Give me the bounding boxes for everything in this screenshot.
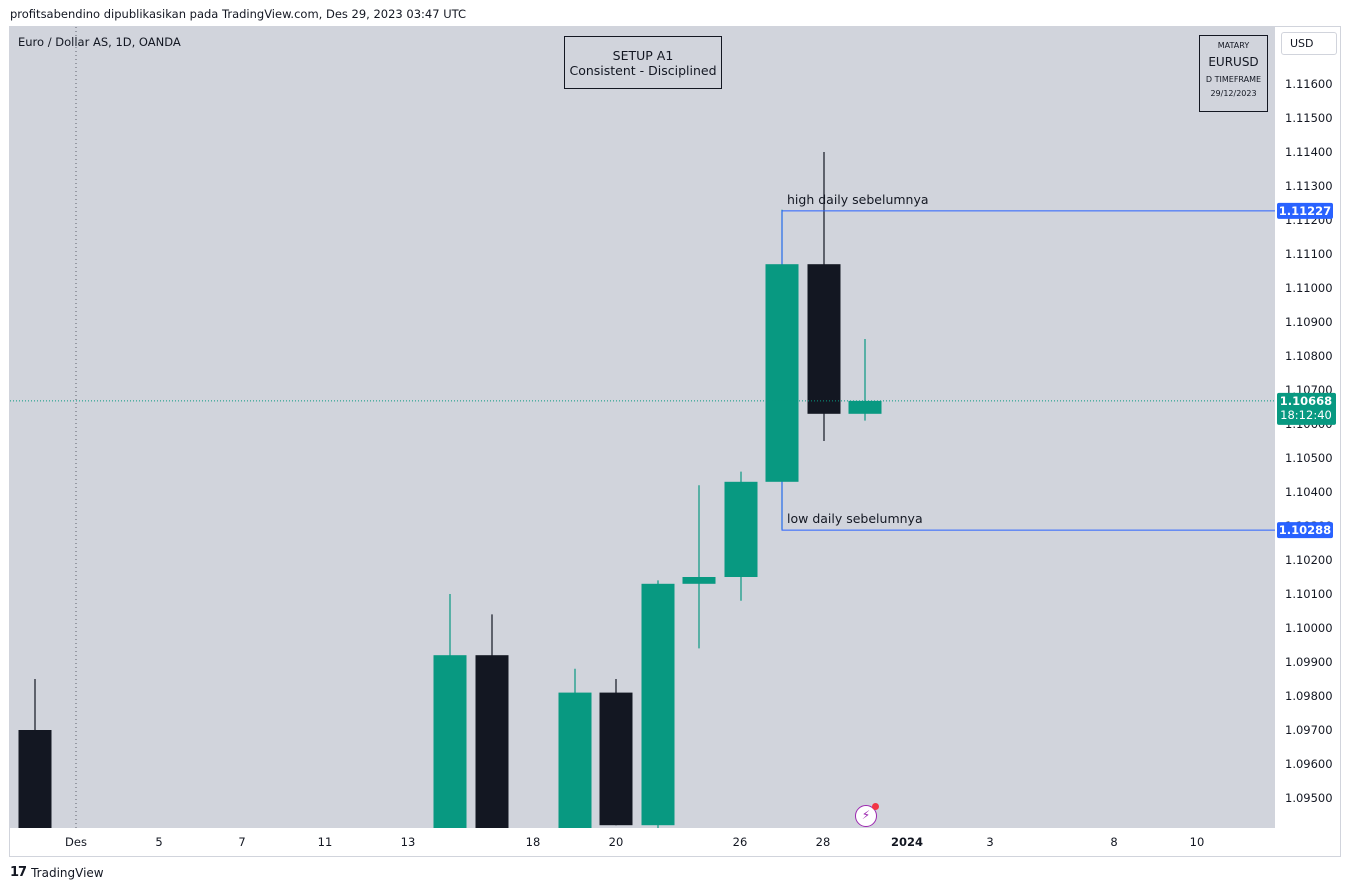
low-price-tag: [1277, 522, 1333, 539]
candle-body: [433, 655, 467, 828]
x-tick-label: 8: [1110, 835, 1117, 849]
x-tick-label: 20: [609, 835, 624, 849]
candle-body: [641, 583, 675, 826]
matary-symbol: EURUSD: [1208, 55, 1259, 69]
bar-countdown: 18:12:40: [1280, 408, 1332, 422]
y-tick-label: 1.09500: [1285, 791, 1333, 805]
y-tick-label: 1.11100: [1285, 247, 1333, 261]
x-tick-label: 26: [733, 835, 748, 849]
x-tick-label: 13: [401, 835, 416, 849]
y-tick-label: 1.10400: [1285, 485, 1333, 499]
y-tick-label: 1.09900: [1285, 655, 1333, 669]
setup-annotation-box: SETUP A1 Consistent - Disciplined: [564, 36, 722, 89]
high-level-label: high daily sebelumnya: [787, 192, 929, 207]
high-price-tag: [1277, 202, 1333, 219]
y-tick-label: 1.11600: [1285, 77, 1333, 91]
y-tick-label: 1.11000: [1285, 281, 1333, 295]
y-tick-label: 1.11500: [1285, 111, 1333, 125]
low-level-line: [781, 481, 1275, 531]
y-tick-label: 1.09800: [1285, 689, 1333, 703]
published-line: profitsabendino dipublikasikan pada Trad…: [10, 7, 466, 21]
candle-body: [765, 264, 799, 482]
candle-body: [599, 692, 633, 826]
matary-date: 29/12/2023: [1210, 89, 1257, 98]
tradingview-logo-icon: 17: [10, 865, 27, 880]
candle-body: [848, 400, 882, 414]
x-tick-label: 5: [155, 835, 162, 849]
y-tick-label: 1.11300: [1285, 179, 1333, 193]
symbol-legend: Euro / Dollar AS, 1D, OANDA: [18, 35, 181, 49]
x-tick-label: 11: [318, 835, 333, 849]
last-price-tag: [1277, 392, 1336, 425]
x-tick-label: 2024: [891, 835, 923, 849]
x-tick-label: 3: [986, 835, 993, 849]
x-tick-label: 28: [816, 835, 831, 849]
matary-timeframe: D TIMEFRAME: [1205, 75, 1262, 84]
matary-info-box: MATARY EURUSD D TIMEFRAME 29/12/2023: [1199, 35, 1268, 112]
y-tick-label: 1.09700: [1285, 723, 1333, 737]
candle-body: [724, 481, 758, 577]
y-tick-label: 1.10000: [1285, 621, 1333, 635]
y-tick-label: 1.09600: [1285, 757, 1333, 771]
y-tick-label: 1.10800: [1285, 349, 1333, 363]
time-axis[interactable]: [10, 828, 1275, 856]
high-price-tag-text: 1.11227: [1279, 204, 1331, 218]
last-price-value: 1.10668: [1280, 394, 1332, 408]
footer-brand[interactable]: 17 TradingView: [10, 865, 104, 880]
currency-button[interactable]: USD: [1281, 32, 1337, 55]
candle-body: [558, 692, 592, 828]
chart-frame: [9, 26, 1341, 857]
notification-dot: [872, 803, 879, 810]
lightning-alert-icon[interactable]: ⚡: [855, 803, 879, 827]
price-axis[interactable]: [1275, 27, 1340, 856]
footer-brand-name: TradingView: [31, 865, 104, 880]
y-tick-label: 1.10500: [1285, 451, 1333, 465]
y-tick-label: 1.10100: [1285, 587, 1333, 601]
low-level-label: low daily sebelumnya: [787, 511, 923, 526]
y-tick-label: 1.10200: [1285, 553, 1333, 567]
y-tick-label: 1.10900: [1285, 315, 1333, 329]
x-tick-label: Des: [65, 835, 87, 849]
y-tick-label: 1.11400: [1285, 145, 1333, 159]
low-price-tag-text: 1.10288: [1279, 523, 1331, 537]
candle-body: [682, 577, 716, 584]
matary-label: MATARY: [1217, 41, 1250, 50]
x-tick-label: 10: [1190, 835, 1205, 849]
candle-body: [18, 730, 52, 828]
setup-subtitle: Consistent - Disciplined: [569, 63, 717, 78]
x-tick-label: 7: [238, 835, 245, 849]
candle-body: [475, 655, 509, 828]
x-tick-label: 18: [526, 835, 541, 849]
candle-body: [807, 264, 841, 414]
high-level-line: [781, 210, 1275, 265]
setup-title: SETUP A1: [612, 48, 674, 63]
